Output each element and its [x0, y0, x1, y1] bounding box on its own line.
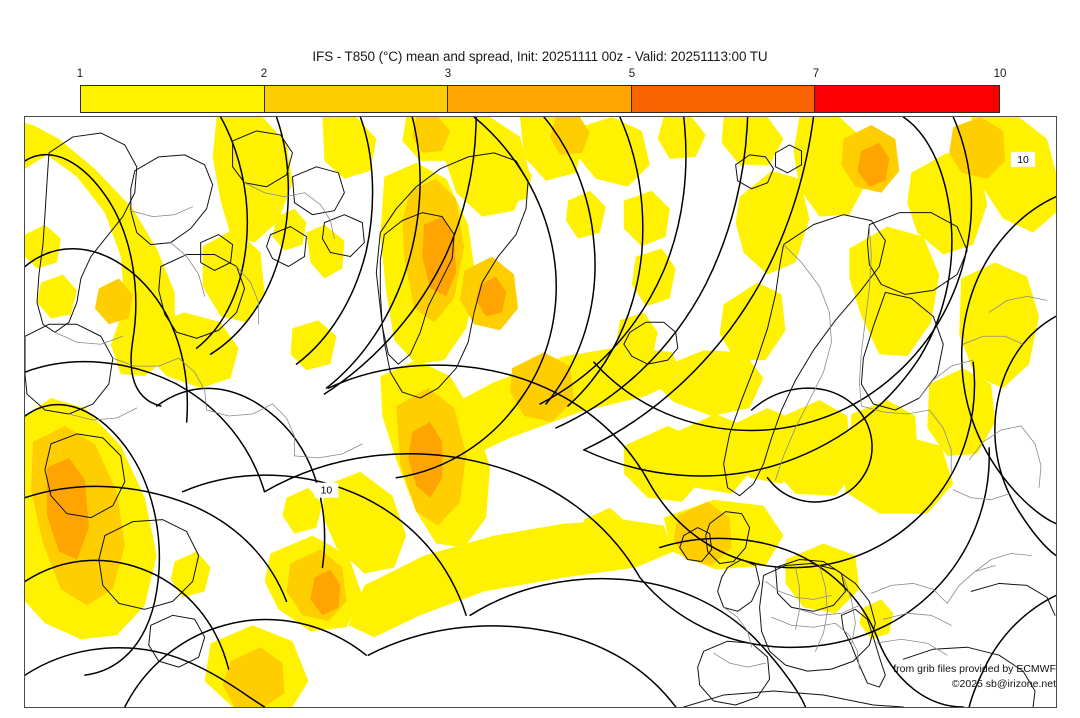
contour-label: 10: [321, 486, 333, 497]
colorbar-segment-3-5: [448, 86, 632, 112]
spread-band-3-5: [46, 142, 890, 616]
weather-map[interactable]: 10 10: [25, 117, 1056, 707]
colorbar-segment-5-7: [631, 86, 816, 112]
colorbar-tick-1: 1: [76, 68, 84, 80]
coastlines: [25, 130, 1056, 707]
contour-label-group: 10 10: [314, 151, 1036, 498]
colorbar-tick-5: 5: [628, 68, 636, 80]
spread-colorbar: [80, 85, 1000, 113]
colorbar-tick-labels: 1 2 3 5 7 10: [76, 68, 1007, 84]
colorbar-segment-7-10: [815, 86, 999, 112]
colorbar-tick-3: 3: [444, 68, 452, 80]
colorbar-tick-2: 2: [260, 68, 268, 80]
map-panel[interactable]: 10 10: [24, 116, 1057, 708]
colorbar-tick-10: 10: [993, 68, 1007, 80]
mean-contours: [25, 117, 1056, 707]
country-borders: [54, 182, 1048, 670]
colorbar-segment-2-3: [264, 86, 449, 112]
page-title: IFS - T850 (°C) mean and spread, Init: 2…: [312, 49, 768, 64]
colorbar-segment-1-2: [81, 86, 265, 112]
colorbar-container: [80, 85, 1000, 113]
colorbar-tick-7: 7: [812, 68, 820, 80]
contour-label: 10: [1017, 155, 1029, 166]
